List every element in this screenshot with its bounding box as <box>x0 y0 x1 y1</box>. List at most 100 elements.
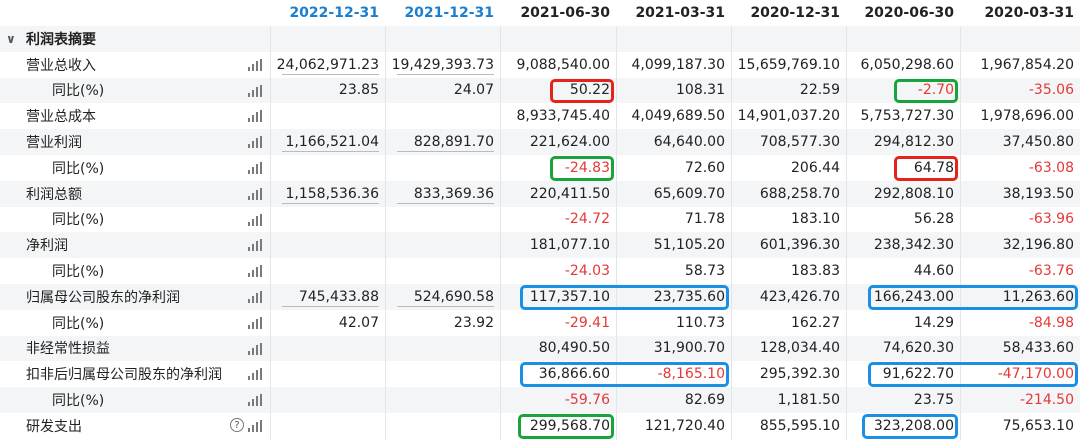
value-cell: 91,622.70 <box>882 366 954 383</box>
value-cell: 524,690.58 <box>413 288 494 305</box>
column-header-2021-03-31[interactable]: 2021-03-31 <box>635 5 725 21</box>
value-cell: 23.92 <box>453 314 494 331</box>
value-cell: 42.07 <box>338 314 379 331</box>
value-cell: -35.06 <box>1028 82 1074 99</box>
bar-chart-icon[interactable] <box>247 420 262 432</box>
bar-chart-icon[interactable] <box>247 291 262 303</box>
value-cell: 80,490.50 <box>538 340 610 357</box>
table-row: 同比(%) -59.76 82.69 1,181.50 23.75 -214.50 <box>0 387 1080 413</box>
bar-chart-icon[interactable] <box>247 368 262 381</box>
column-divider <box>500 26 501 440</box>
value-cell: 64,640.00 <box>653 134 725 151</box>
column-divider <box>385 26 386 440</box>
value-cell <box>270 387 385 413</box>
column-header-2021-06-30[interactable]: 2021-06-30 <box>520 5 610 21</box>
bar-chart-icon[interactable] <box>247 342 262 355</box>
chevron-down-icon[interactable]: ∨ <box>6 31 16 46</box>
value-cell: 24,062,971.23 <box>276 56 379 73</box>
value-cell: -2.70 <box>917 82 954 99</box>
value-cell <box>385 361 500 387</box>
value-cell: -63.08 <box>1028 159 1074 176</box>
table-row: 扣非后归属母公司股东的净利润 36,866.60 -8,165.10 295,392.… <box>0 361 1080 387</box>
bar-chart-icon[interactable] <box>247 84 262 97</box>
column-divider <box>846 26 847 440</box>
value-cell: 22.59 <box>799 82 840 99</box>
bar-chart-icon[interactable] <box>247 265 262 278</box>
value-cell: 181,077.10 <box>529 237 610 254</box>
bar-chart-icon[interactable] <box>247 187 262 200</box>
value-cell: 855,595.10 <box>759 417 840 434</box>
value-cell: 72.60 <box>684 159 725 176</box>
row-label: 营业利润 <box>26 135 82 152</box>
value-cell: 23.75 <box>913 392 954 409</box>
table-row: 营业总收入 24,062,971.23 19,429,393.73 9,088,540… <box>0 52 1080 78</box>
bar-chart-icon[interactable] <box>247 239 262 252</box>
value-cell: 108.31 <box>676 82 725 99</box>
row-label: 利润总额 <box>26 186 82 203</box>
value-cell: 292,808.10 <box>873 185 954 202</box>
value-cell: 221,624.00 <box>529 134 610 151</box>
table-row: 营业总成本 8,933,745.40 4,049,689.50 14,901,037.… <box>0 103 1080 129</box>
column-header-2020-06-30[interactable]: 2020-06-30 <box>864 5 954 21</box>
value-cell: -24.03 <box>564 263 610 280</box>
row-label: 营业总收入 <box>26 57 96 74</box>
bar-chart-icon[interactable] <box>247 136 262 149</box>
section-row[interactable]: ∨ 利润表摘要 <box>0 26 1080 52</box>
row-label: 归属母公司股东的净利润 <box>26 289 180 306</box>
value-cell: 36,866.60 <box>538 366 610 383</box>
value-cell: 58,433.60 <box>1002 340 1074 357</box>
value-cell: 828,891.70 <box>413 134 494 151</box>
value-cell: 1,978,696.00 <box>980 108 1074 125</box>
row-label: 扣非后归属母公司股东的净利润 <box>26 367 222 384</box>
value-cell <box>270 207 385 233</box>
value-cell: 220,411.50 <box>529 185 610 202</box>
value-cell: -59.76 <box>564 392 610 409</box>
bar-chart-icon[interactable] <box>247 394 262 407</box>
column-divider <box>616 26 617 440</box>
column-divider <box>270 26 271 440</box>
value-cell: 31,900.70 <box>653 340 725 357</box>
bar-chart-icon[interactable] <box>247 162 262 174</box>
column-header-2022-12-31[interactable]: 2022-12-31 <box>289 5 379 21</box>
value-cell: 323,208.00 <box>873 417 954 434</box>
value-cell: 1,181.50 <box>777 392 840 409</box>
value-cell: 4,099,187.30 <box>631 56 725 73</box>
value-cell: -47,170.00 <box>997 366 1074 383</box>
bar-chart-icon[interactable] <box>247 213 262 226</box>
value-cell: -63.76 <box>1028 263 1074 280</box>
value-cell: 6,050,298.60 <box>860 56 954 73</box>
row-label: 净利润 <box>26 238 68 255</box>
value-cell: 110.73 <box>676 314 725 331</box>
value-cell: 23.85 <box>338 82 379 99</box>
value-underline <box>282 202 379 204</box>
value-cell: 15,659,769.10 <box>737 56 840 73</box>
value-cell: 688,258.70 <box>759 185 840 202</box>
value-cell: 11,263.60 <box>1002 288 1074 305</box>
value-cell: -214.50 <box>1019 392 1074 409</box>
value-cell: -63.96 <box>1028 211 1074 228</box>
bar-chart-icon[interactable] <box>247 58 262 71</box>
table-row: 净利润 181,077.10 51,105.20 601,396.30 238,342.… <box>0 232 1080 259</box>
section-title[interactable]: ∨ 利润表摘要 <box>0 26 270 52</box>
column-header-2021-12-31[interactable]: 2021-12-31 <box>404 5 494 21</box>
column-header-2020-12-31[interactable]: 2020-12-31 <box>750 5 840 21</box>
column-header-2020-03-31[interactable]: 2020-03-31 <box>984 5 1074 21</box>
value-cell: 295,392.30 <box>759 366 840 383</box>
row-label: 同比(%) <box>52 315 105 332</box>
value-cell: 64.78 <box>913 159 954 176</box>
value-cell: -29.41 <box>564 314 610 331</box>
help-icon[interactable]: ? <box>230 418 244 432</box>
value-cell <box>385 336 500 362</box>
header-row: 2022-12-31 2021-12-31 2021-06-30 2021-03-31… <box>0 0 1080 26</box>
column-divider <box>960 26 961 440</box>
row-label: 营业总成本 <box>26 109 96 126</box>
column-divider <box>731 26 732 440</box>
value-cell <box>385 258 500 284</box>
value-cell: 1,166,521.04 <box>285 134 379 151</box>
value-cell: 162.27 <box>791 314 840 331</box>
bar-chart-icon[interactable] <box>247 316 262 329</box>
value-cell: 14.29 <box>913 314 954 331</box>
value-underline <box>282 151 379 152</box>
bar-chart-icon[interactable] <box>247 110 262 123</box>
